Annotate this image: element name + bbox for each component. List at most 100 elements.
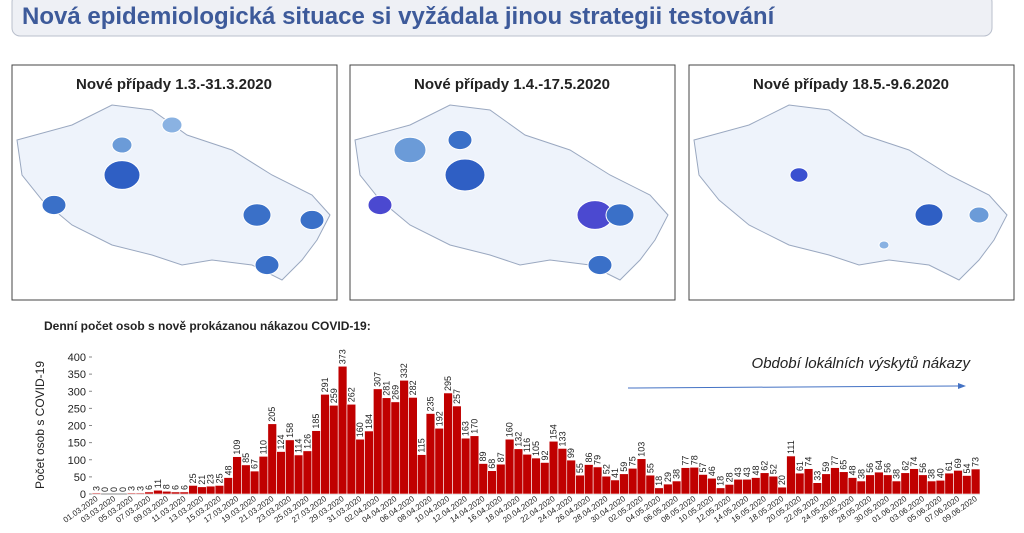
bar [188, 485, 198, 495]
value-label: 48 [848, 466, 858, 476]
map-region [605, 203, 635, 227]
value-label: 111 [786, 440, 796, 454]
bar [619, 473, 629, 495]
bar [364, 430, 374, 495]
bar [944, 472, 954, 495]
y-tick-label: 50 [74, 472, 86, 484]
value-label: 115 [417, 438, 427, 452]
value-label: 33 [812, 471, 822, 481]
bar [724, 484, 735, 495]
bar [390, 401, 401, 495]
map-region [393, 136, 427, 164]
bar [663, 483, 673, 495]
map-panel: Nové případy 1.3.-31.3.2020 [11, 64, 338, 301]
title-bar [11, 0, 993, 37]
bar [654, 487, 664, 495]
bar [293, 454, 304, 495]
bar [320, 394, 330, 495]
value-label: 74 [909, 457, 919, 467]
map-region [161, 116, 183, 134]
value-label: 257 [452, 389, 462, 404]
value-label: 18 [716, 476, 726, 486]
bar [707, 477, 717, 495]
value-label: 54 [962, 463, 972, 473]
bar [795, 472, 805, 495]
annotation-arrow [627, 385, 959, 389]
value-label: 373 [338, 349, 348, 364]
bar [847, 477, 858, 495]
arrow-head [958, 383, 966, 389]
value-label: 281 [382, 381, 392, 396]
bar [645, 474, 655, 495]
bar [258, 456, 269, 495]
map-region [914, 203, 944, 227]
value-label: 59 [821, 462, 831, 472]
value-label: 59 [619, 462, 629, 472]
value-label: 332 [399, 363, 409, 378]
bar [698, 474, 708, 495]
bar [487, 470, 497, 495]
bar [540, 462, 550, 495]
y-tick-label: 400 [68, 352, 86, 364]
bar [759, 472, 770, 495]
y-tick-label: 200 [68, 421, 86, 433]
value-label: 74 [804, 457, 814, 467]
bar [355, 438, 365, 495]
value-label: 25 [214, 473, 224, 483]
value-label: 28 [724, 472, 734, 482]
bar [214, 485, 225, 495]
bar [337, 365, 348, 495]
value-label: 8 [162, 484, 172, 489]
value-label: 20 [777, 475, 787, 485]
value-label: 87 [496, 452, 506, 462]
map-region [254, 254, 280, 276]
value-label: 38 [672, 469, 682, 479]
bar [935, 479, 946, 495]
value-label: 3 [127, 486, 137, 491]
bar [170, 491, 181, 495]
value-label: 68 [487, 459, 497, 469]
value-label: 52 [768, 464, 778, 474]
bar [856, 480, 867, 495]
map-title: Nové případy 1.4.-17.5.2020 [414, 76, 610, 93]
value-label: 38 [927, 469, 937, 479]
value-label: 103 [637, 442, 647, 457]
value-label: 0 [109, 487, 119, 492]
bar [302, 450, 313, 495]
value-label: 29 [663, 472, 673, 482]
bar [531, 457, 541, 495]
bar [179, 491, 190, 495]
bar [584, 464, 594, 495]
chart-title: Denní počet osob s nově prokázanou nákaz… [44, 319, 371, 333]
maps: Nové případy 1.3.-31.3.2020 Nové případy … [11, 64, 1015, 301]
value-label: 77 [680, 456, 690, 466]
bar [926, 480, 937, 495]
value-label: 124 [276, 434, 286, 449]
bar [276, 451, 286, 495]
value-label: 69 [953, 458, 963, 468]
value-label: 185 [311, 414, 321, 429]
value-label: 0 [118, 487, 128, 492]
value-label: 38 [856, 469, 866, 479]
map-region [111, 136, 133, 154]
bar [610, 479, 620, 495]
value-label: 56 [865, 463, 875, 473]
value-label: 6 [171, 485, 181, 490]
value-label: 3 [135, 486, 145, 491]
bar [715, 487, 726, 495]
value-label: 61 [944, 461, 954, 471]
value-label: 46 [707, 466, 717, 476]
bar [460, 437, 471, 495]
bar [443, 392, 453, 495]
value-label: 77 [830, 456, 840, 466]
value-label: 114 [294, 439, 304, 453]
bar [267, 423, 277, 495]
value-label: 6 [179, 485, 189, 490]
bar [891, 480, 902, 495]
bar [777, 486, 787, 495]
map-region [587, 254, 613, 276]
value-label: 109 [232, 440, 242, 455]
value-label: 64 [874, 460, 884, 470]
value-label: 163 [461, 421, 471, 436]
value-label: 170 [469, 419, 479, 434]
